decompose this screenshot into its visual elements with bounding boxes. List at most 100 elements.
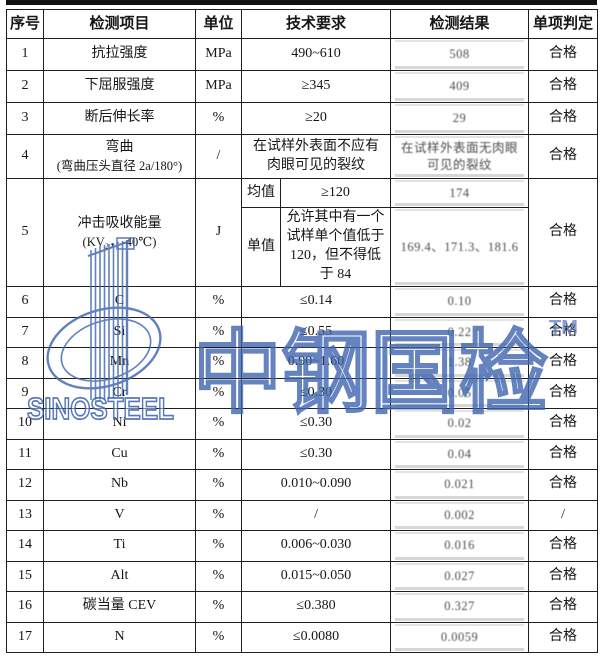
result-value: 0.02 [447,416,472,431]
table-row: 6 C % ≤0.14 0.10 合格 [6,286,599,318]
cell-req: ≤0.30 [240,408,392,440]
cell-req: ≤0.0080 [240,621,392,653]
table-row: 14 Ti % 0.006~0.030 0.016 合格 [6,530,599,562]
cell-req: 在试样外表面不应有肉眼可见的裂纹 [240,134,392,179]
table-row: 16 碳当量 CEV % ≤0.380 0.327 合格 [6,591,599,623]
table-row: 17 N % ≤0.0080 0.0059 合格 [6,621,599,653]
cell-result: 0.027 [390,560,530,592]
cell-req: ≤0.30 [240,377,392,409]
cell-result: 0.22 [390,316,530,348]
cell-judge: 合格 [528,286,599,318]
cell-item: C [43,286,196,318]
cell-req: ≥20 [240,102,392,135]
cell-req: / [240,499,392,531]
cell-result: 174 [390,178,530,208]
cell-item: 断后伸长率 [43,102,196,135]
result-value: 169.4、171.3、181.6 [400,239,519,254]
cell-result: 0.327 [390,591,530,623]
item-line2: (弯曲压头直径 2a/180°) [56,158,183,173]
cell-result: 508 [390,38,530,71]
table-row: 9 Cr % ≤0.30 0.05 合格 [6,377,599,409]
cell-judge: 合格 [528,530,599,562]
header-item: 检测项目 [43,9,196,39]
cell-result: 409 [390,70,530,103]
result-value: 0.22 [447,324,472,339]
cell-judge: 合格 [528,347,599,379]
cell-req: 0.010~0.090 [240,469,392,501]
cell-unit: % [195,469,242,501]
cell-judge: 合格 [528,134,599,179]
cell-result: 0.10 [390,286,530,318]
item-line1: 弯曲 [105,139,134,155]
cell-result: 0.016 [390,530,530,562]
cell-item: Ti [43,530,196,562]
cell-req: ≤0.380 [240,591,392,623]
cell-req: 0.90~1.60 [240,347,392,379]
cell-no: 17 [6,621,44,653]
table-row: 7 Si % ≤0.55 0.22 合格 [6,316,599,348]
cell-unit: % [195,621,242,653]
cell-judge: 合格 [528,469,599,501]
cell-judge: / [528,499,599,531]
table-row: 13 V % / 0.002 / [6,499,599,531]
cell-result: 1.38 [390,347,530,379]
cell-judge: 合格 [528,560,599,592]
cell-result: 0.0059 [390,621,530,653]
cell-req: ≤0.14 [240,286,392,318]
cell-judge: 合格 [528,591,599,623]
cell-no: 3 [6,102,44,135]
result-value: 1.38 [447,355,472,370]
cell-result: 0.02 [390,408,530,440]
cell-unit: % [195,377,242,409]
result-value: 0.027 [444,568,475,583]
header-unit: 单位 [195,9,242,39]
header-result: 检测结果 [390,9,530,39]
cell-unit: MPa [195,70,242,103]
cell-item: Cr [43,377,196,409]
cell-judge: 合格 [528,621,599,653]
cell-req: ≥120 [279,178,392,208]
cell-result: 169.4、171.3、181.6 [390,207,530,287]
cell-no: 9 [6,377,44,409]
result-value: 508 [449,47,470,62]
cell-judge: 合格 [528,316,599,348]
cell-no: 6 [6,286,44,318]
cell-unit: % [195,102,242,135]
cell-req: 490~610 [240,38,392,71]
result-value: 0.10 [447,294,472,309]
table-row: 2 下屈服强度 MPa ≥345 409 合格 [6,70,599,103]
cell-unit: / [195,134,242,179]
cell-item: Cu [43,438,196,470]
cell-no: 11 [6,438,44,470]
cell-unit: % [195,408,242,440]
cell-result: 0.002 [390,499,530,531]
cell-no: 5 [6,178,44,287]
item-line1: 冲击吸收能量 [77,215,162,231]
cell-unit: % [195,438,242,470]
cell-req: ≤0.30 [240,438,392,470]
cell-result: 在试样外表面无肉眼可见的裂纹 [390,134,530,179]
table-row: 3 断后伸长率 % ≥20 29 合格 [6,102,599,135]
result-value: 0.04 [447,446,472,461]
table-row: 12 Nb % 0.010~0.090 0.021 合格 [6,469,599,501]
item-line2: (KV₂，-40℃) [82,234,157,249]
cell-unit: % [195,499,242,531]
cell-judge: 合格 [528,178,599,287]
cell-unit: % [195,316,242,348]
cell-item: 弯曲 (弯曲压头直径 2a/180°) [43,134,196,179]
table-row: 10 Ni % ≤0.30 0.02 合格 [6,408,599,440]
cell-no: 2 [6,70,44,103]
cell-no: 15 [6,560,44,592]
result-value: 174 [449,185,470,200]
cell-judge: 合格 [528,438,599,470]
cell-item: Mn [43,347,196,379]
table-row: 4 弯曲 (弯曲压头直径 2a/180°) / 在试样外表面不应有肉眼可见的裂纹… [6,134,599,179]
cell-req: ≤0.55 [240,316,392,348]
header-judge: 单项判定 [528,9,599,39]
cell-judge: 合格 [528,408,599,440]
cell-item: 下屈服强度 [43,70,196,103]
cell-no: 12 [6,469,44,501]
cell-no: 1 [6,38,44,71]
result-value: 0.0059 [440,629,479,644]
